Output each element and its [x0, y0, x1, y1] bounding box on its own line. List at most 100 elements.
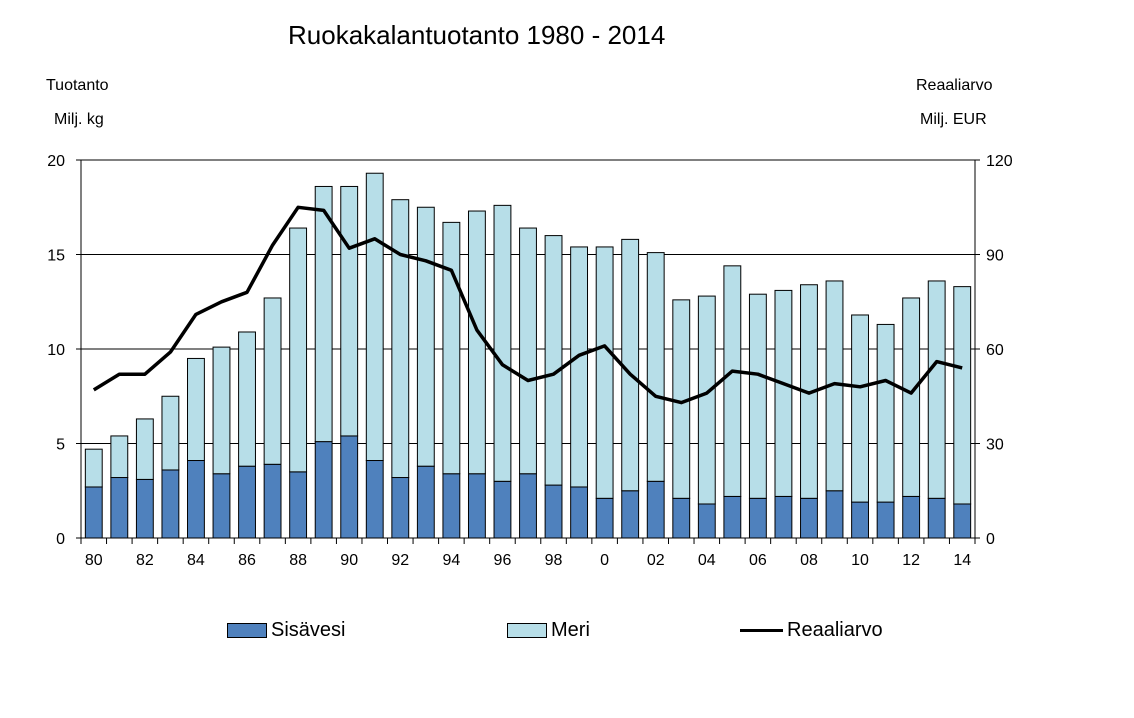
bar-meri [340, 185, 359, 437]
x-tick-label: 88 [289, 552, 307, 569]
legend-swatch-reaaliarvo [740, 629, 783, 632]
bar-meri [646, 252, 665, 482]
bar-sisavesi [238, 465, 256, 539]
bar-sisavesi [161, 469, 180, 539]
x-tick-label: 0 [600, 552, 609, 569]
bar-sisavesi [902, 495, 921, 539]
bar-meri [314, 185, 333, 443]
bar-meri [467, 210, 486, 475]
bar-sisavesi [340, 435, 359, 539]
bar-sisavesi [391, 477, 410, 539]
left-tick-label: 15 [47, 248, 65, 265]
x-tick-label: 14 [953, 552, 971, 569]
bar-meri [851, 314, 869, 503]
x-tick-label: 86 [238, 552, 256, 569]
bar-sisavesi [544, 484, 563, 539]
bar-sisavesi [748, 497, 767, 539]
bar-sisavesi [723, 495, 742, 539]
left-axis-label: Tuotanto [46, 77, 109, 94]
bar-meri [238, 331, 256, 467]
bar-meri [187, 357, 205, 462]
bar-sisavesi [187, 460, 205, 539]
bar-meri [953, 286, 972, 505]
bar-meri [902, 297, 921, 497]
line-reaaliarvo [92, 205, 963, 405]
bar-sisavesi [851, 501, 869, 539]
bar-meri [416, 206, 435, 467]
bar-sisavesi [314, 441, 333, 539]
bar-sisavesi [110, 477, 129, 539]
bar-sisavesi [135, 478, 154, 539]
x-tick-label: 94 [442, 552, 460, 569]
legend-label-meri: Meri [551, 619, 590, 641]
bar-sisavesi [212, 473, 231, 539]
left-tick-label: 5 [56, 437, 65, 454]
bar-meri [927, 280, 946, 499]
legend-label-sisavesi: Sisävesi [271, 619, 346, 641]
right-axis-unit: Milj. EUR [920, 111, 987, 128]
x-tick-label: 06 [749, 552, 767, 569]
bar-meri [391, 199, 410, 479]
bar-sisavesi [84, 486, 103, 539]
bar-sisavesi [646, 480, 665, 539]
bar-meri [723, 265, 742, 497]
x-tick-label: 10 [851, 552, 869, 569]
right-axis-label: Reaaliarvo [916, 77, 993, 94]
bar-sisavesi [927, 497, 946, 539]
left-tick-label: 20 [47, 153, 65, 170]
bar-sisavesi [953, 503, 972, 539]
legend-label-reaaliarvo: Reaaliarvo [787, 619, 883, 641]
bar-sisavesi [416, 465, 435, 539]
x-tick-label: 84 [187, 552, 205, 569]
bar-meri [212, 346, 231, 475]
legend: Sisävesi Meri Reaaliarvo [0, 619, 1134, 643]
bar-meri [135, 418, 154, 480]
left-tick-label: 0 [56, 531, 65, 548]
bar-sisavesi [442, 473, 461, 539]
bar-meri [544, 235, 563, 486]
bar-sisavesi [493, 480, 512, 539]
bar-meri [84, 448, 103, 488]
x-tick-label: 98 [545, 552, 563, 569]
right-tick-label: 0 [986, 531, 995, 548]
x-tick-label: 82 [136, 552, 154, 569]
bar-meri [595, 246, 614, 499]
bar-sisavesi [621, 490, 640, 539]
bar-meri [110, 435, 129, 479]
bar-meri [493, 204, 512, 482]
legend-item-sisavesi: Sisävesi [227, 619, 345, 642]
bar-sisavesi [519, 473, 537, 539]
bar-sisavesi [876, 501, 895, 539]
right-tick-label: 120 [986, 153, 1013, 170]
bar-sisavesi [263, 463, 282, 539]
bar-sisavesi [289, 471, 308, 539]
bar-sisavesi [825, 490, 844, 539]
legend-swatch-sisavesi [227, 623, 267, 638]
bar-sisavesi [467, 473, 486, 539]
bar-sisavesi [800, 497, 818, 539]
bar-meri [161, 395, 180, 471]
legend-item-meri: Meri [507, 619, 590, 642]
bar-meri [263, 297, 282, 465]
bar-sisavesi [365, 460, 384, 539]
bar-meri [876, 323, 895, 503]
x-tick-label: 04 [698, 552, 716, 569]
bar-meri [570, 246, 589, 488]
bar-meri [289, 227, 308, 473]
bar-meri [774, 289, 793, 497]
right-tick-label: 90 [986, 248, 1004, 265]
legend-item-reaaliarvo: Reaaliarvo [740, 619, 883, 642]
legend-swatch-meri [507, 623, 547, 638]
x-tick-label: 96 [494, 552, 512, 569]
bar-meri [365, 172, 384, 462]
chart-title: Ruokakalantuotanto 1980 - 2014 [288, 20, 666, 50]
bar-sisavesi [697, 503, 716, 539]
x-tick-label: 08 [800, 552, 818, 569]
bar-sisavesi [672, 497, 691, 539]
x-tick-label: 02 [647, 552, 665, 569]
bar-sisavesi [570, 486, 589, 539]
bar-meri [748, 293, 767, 499]
bar-meri [442, 221, 461, 475]
bar-meri [519, 227, 537, 475]
